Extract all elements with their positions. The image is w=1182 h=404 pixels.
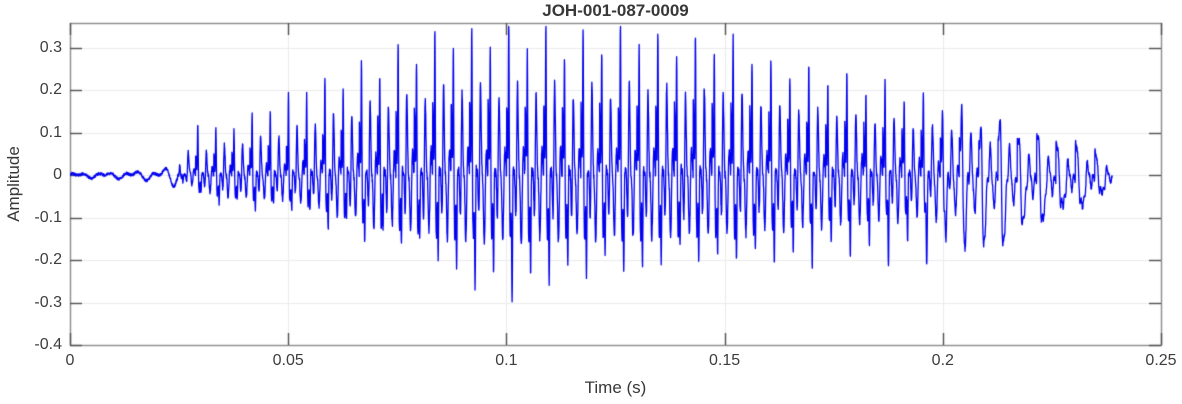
x-axis-label: Time (s) <box>584 378 647 397</box>
y-tick-label: 0.1 <box>39 123 62 141</box>
y-tick-label: 0.2 <box>39 81 62 99</box>
x-tick-label: 0.05 <box>272 352 304 369</box>
y-tick-label: -0.1 <box>34 208 62 226</box>
x-tick-label: 0.1 <box>495 352 518 369</box>
x-tick-label: 0.25 <box>1145 352 1177 369</box>
y-tick-label: -0.2 <box>34 251 62 269</box>
plot-title: JOH-001-087-0009 <box>542 1 689 20</box>
y-tick-label: 0 <box>53 166 62 184</box>
y-tick-label: 0.3 <box>39 39 62 57</box>
x-tick-label: 0 <box>65 352 75 369</box>
y-tick-label: -0.3 <box>34 293 62 311</box>
y-tick-label: -0.4 <box>34 336 62 353</box>
x-tick-label: 0.15 <box>709 352 741 369</box>
x-tick-label: 0.2 <box>931 352 954 369</box>
